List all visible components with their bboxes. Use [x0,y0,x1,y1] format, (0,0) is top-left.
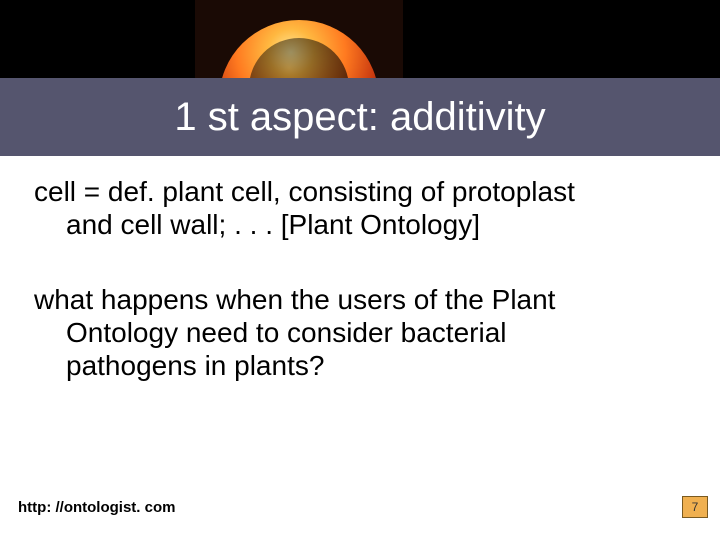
paragraph-1: cell = def. plant cell, consisting of pr… [34,175,686,241]
slide: 1 st aspect: additivity cell = def. plan… [0,0,720,540]
footer-url: http: //ontologist. com [18,499,175,516]
para2-line2: Ontology need to consider bacterial [34,316,686,349]
body-content: cell = def. plant cell, consisting of pr… [34,175,686,382]
title-band: 1 st aspect: additivity [0,78,720,156]
paragraph-2: what happens when the users of the Plant… [34,283,686,382]
top-black-bar [0,0,720,78]
para2-line1: what happens when the users of the Plant [34,284,555,315]
para1-line2: and cell wall; . . . [Plant Ontology] [34,208,686,241]
para1-line1: cell = def. plant cell, consisting of pr… [34,176,575,207]
page-number-box: 7 [682,496,708,518]
para2-line3: pathogens in plants? [34,349,686,382]
header-image [195,0,403,78]
slide-title: 1 st aspect: additivity [174,95,545,140]
page-number: 7 [692,500,699,514]
